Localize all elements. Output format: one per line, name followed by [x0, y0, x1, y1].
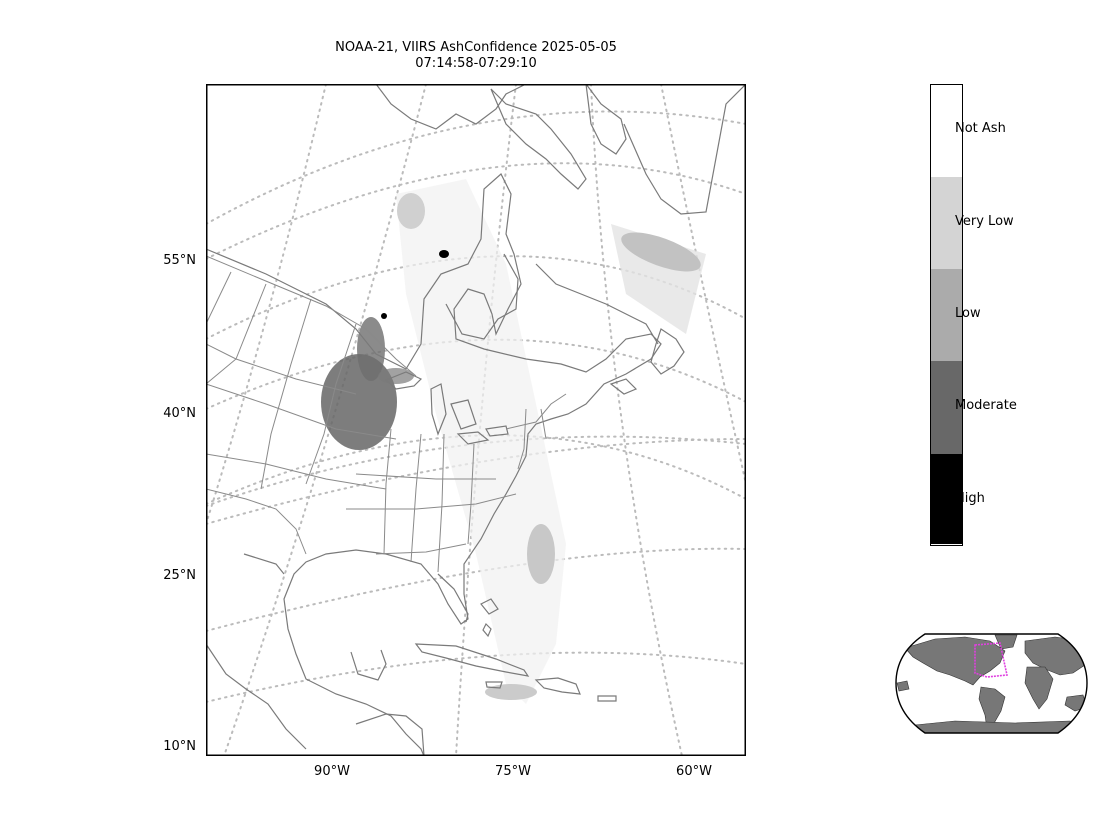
coastline-labrador — [535, 263, 659, 345]
great-lake-superior — [384, 371, 423, 390]
us-canada-border — [206, 255, 417, 377]
great-lake-huron — [450, 399, 477, 430]
globe-land-alaska-islands — [896, 680, 910, 692]
coastline-mexico-west — [243, 553, 285, 575]
coastlines — [206, 84, 746, 756]
lat-label-55n: 55°N — [163, 253, 196, 268]
state-lines-6 — [206, 453, 387, 490]
legend-label-high: High — [955, 491, 985, 506]
graticule-lat-65 — [206, 110, 746, 225]
coastline-florida — [437, 573, 469, 623]
state-lines-5 — [206, 383, 397, 440]
graticule-lon-65 — [660, 84, 746, 485]
coastline-arctic-island-2 — [490, 88, 587, 190]
graticule-lon-95 — [223, 84, 427, 756]
lat-label-10n: 10°N — [163, 739, 196, 754]
coastline-newfoundland — [650, 328, 685, 375]
globe-land-africa — [1024, 666, 1054, 710]
us-mexico-border — [206, 488, 307, 555]
map-border — [206, 84, 746, 756]
globe-swath-highlight — [974, 642, 1008, 678]
graticule-lat-60 — [206, 162, 746, 260]
coastline-bahamas — [480, 598, 499, 615]
ash-moderate-region — [321, 354, 397, 450]
state-lines-8 — [383, 428, 392, 555]
coastline-puerto-rico — [597, 695, 617, 702]
coastline-hudson-bay — [445, 253, 519, 340]
map-title: NOAA-21, VIIRS AshConfidence 2025-05-05 — [335, 40, 617, 55]
graticule-lon-85 — [455, 84, 517, 756]
globe-outline — [895, 633, 1088, 734]
state-lines-13 — [437, 433, 445, 573]
legend-label-low: Low — [955, 306, 981, 321]
us-canada-border-east — [505, 393, 567, 430]
coastline-baffin — [585, 84, 627, 155]
inset-globe-map — [895, 633, 1088, 734]
state-lines-12 — [375, 543, 467, 555]
ash-very-low-patch — [397, 193, 425, 229]
graticule-lon-75 — [590, 84, 683, 756]
ash-low-patch-east — [621, 232, 701, 272]
ash-low-patch-caribbean — [485, 684, 537, 700]
globe-land-north-america — [904, 636, 1006, 686]
legend-label-very-low: Very Low — [955, 214, 1014, 229]
lat-label-25n: 25°N — [163, 568, 196, 583]
coastline-bahamas-2 — [482, 622, 492, 638]
coastline-yucatan — [350, 649, 387, 681]
colorbar-segment-high — [931, 454, 962, 544]
coastline-cuba — [414, 643, 530, 677]
state-lines-7 — [206, 343, 357, 395]
coastline-central-america — [355, 713, 425, 756]
state-lines-14 — [467, 443, 475, 545]
ash-high-patch — [439, 250, 449, 258]
colorbar-segment-low — [931, 269, 962, 361]
colorbar-segment-very-low — [931, 177, 962, 269]
state-lines-9 — [410, 433, 422, 563]
coastline-jamaica — [485, 681, 503, 689]
coastline-baja — [206, 643, 307, 750]
state-lines-10 — [355, 473, 496, 480]
coastline-nova-scotia — [609, 378, 638, 395]
coastline-arctic-islands — [375, 84, 527, 130]
graticule-lat-10 — [206, 651, 746, 703]
great-lake-erie — [456, 431, 490, 445]
main-map — [206, 84, 746, 756]
state-lines-1 — [206, 271, 232, 325]
coastline-hispaniola — [534, 677, 581, 695]
coastline-greenland — [623, 84, 746, 215]
state-lines-3 — [260, 298, 312, 490]
ash-confidence-colorbar — [930, 84, 963, 546]
legend-label-not-ash: Not Ash — [955, 121, 1006, 136]
map-subtitle-time-range: 07:14:58-07:29:10 — [415, 56, 537, 71]
coastline-north-america — [206, 173, 662, 756]
lon-label-75w: 75°W — [495, 764, 531, 779]
state-lines-11 — [346, 493, 517, 510]
lon-label-60w: 60°W — [676, 764, 712, 779]
great-lake-ontario — [485, 425, 509, 437]
graticule-lon-105 — [206, 84, 327, 525]
legend-label-moderate: Moderate — [955, 398, 1017, 413]
ash-low-patch-atlantic — [527, 524, 555, 584]
colorbar-segment-not-ash — [931, 85, 962, 177]
state-lines-15 — [517, 408, 527, 470]
lat-label-40n: 40°N — [163, 406, 196, 421]
ash-high-patch-2 — [381, 313, 387, 319]
state-lines-16 — [540, 408, 547, 440]
great-lake-michigan — [430, 383, 447, 436]
political-boundaries — [206, 255, 567, 573]
colorbar-segment-moderate — [931, 361, 962, 454]
state-lines-4 — [305, 323, 357, 485]
ash-moderate-region-2 — [357, 317, 385, 381]
lon-label-90w: 90°W — [314, 764, 350, 779]
